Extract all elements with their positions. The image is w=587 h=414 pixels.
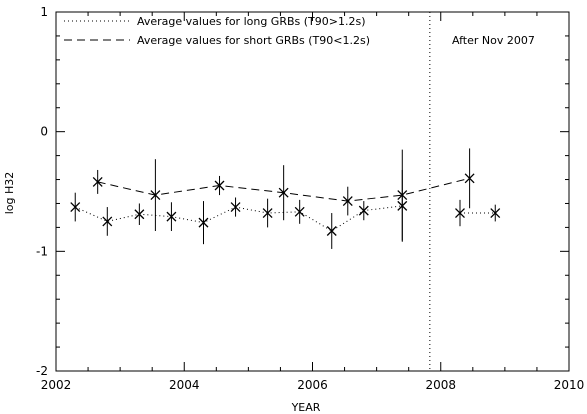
x-tick-label: 2004 — [169, 378, 200, 392]
x-tick-label: 2008 — [425, 378, 456, 392]
legend-label-long: Average values for long GRBs (T90>1.2s) — [137, 15, 365, 28]
y-tick-label: 1 — [40, 5, 48, 19]
legend: Average values for long GRBs (T90>1.2s) … — [64, 15, 370, 47]
data-point-short — [92, 176, 103, 187]
plot-frame — [55, 11, 570, 372]
after-nov-annotation: After Nov 2007 — [452, 34, 535, 47]
data-point-short — [464, 173, 475, 184]
y-tick-label: -2 — [36, 364, 48, 378]
x-tick-label: 2006 — [297, 378, 328, 392]
y-axis-label: log H32 — [3, 172, 16, 215]
data-point-short — [397, 190, 408, 201]
x-tick-label: 2002 — [41, 378, 72, 392]
x-axis-label: YEAR — [291, 401, 321, 414]
data-point-short — [150, 190, 161, 201]
data-point-long — [490, 208, 501, 218]
x-tick-label: 2010 — [554, 378, 585, 392]
data-point-long — [134, 209, 145, 220]
data-point-long — [455, 208, 465, 218]
data-point-long — [102, 216, 113, 227]
data-point-long — [166, 211, 177, 222]
data-point-long — [326, 226, 337, 236]
data-point-long — [198, 217, 209, 228]
data-point-short — [214, 180, 225, 191]
y-tick-label: 0 — [40, 125, 48, 139]
data-point-long — [358, 205, 369, 216]
data-point-long — [262, 208, 273, 218]
data-point-long — [70, 202, 81, 213]
data-point-long — [230, 202, 241, 213]
data-point-short — [342, 196, 353, 207]
data-point-short — [278, 187, 289, 198]
legend-label-short: Average values for short GRBs (T90<1.2s) — [137, 34, 370, 47]
data-point-long — [294, 206, 305, 217]
y-tick-label: -1 — [36, 244, 48, 258]
